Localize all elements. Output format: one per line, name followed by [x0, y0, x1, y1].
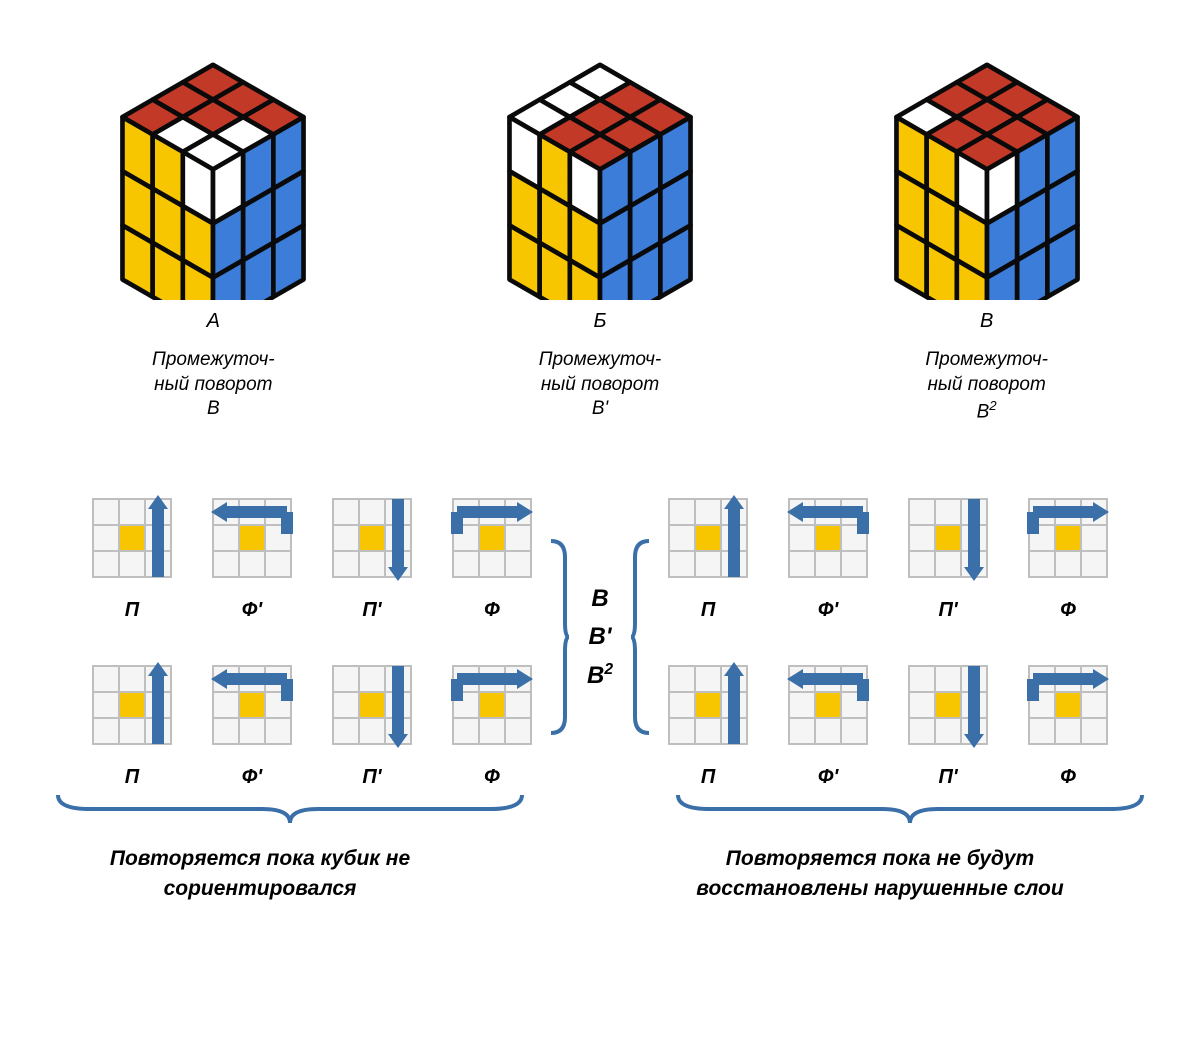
move-label: Ф' — [818, 599, 838, 622]
brace-right-icon — [670, 789, 1150, 829]
move-cell: П' — [903, 652, 993, 789]
move-cell: П — [663, 652, 753, 789]
bracket-left-icon — [547, 537, 569, 737]
footer-col-right: Повторяется пока не будут восстановлены … — [670, 789, 1150, 903]
footer-caption-left: Повторяется пока кубик не сориентировалс… — [50, 844, 470, 903]
cube-caption: Промежуточ-ный поворотВ — [152, 348, 275, 422]
move-cell: Ф — [447, 485, 537, 622]
move-cell: Ф' — [783, 652, 873, 789]
move-label: П — [701, 599, 715, 622]
cube-col-0: А Промежуточ-ный поворотВ — [53, 20, 373, 425]
cube-caption: Промежуточ-ный поворотВ2 — [925, 348, 1048, 425]
move-cell: Ф' — [207, 652, 297, 789]
cube-label: Б — [593, 310, 606, 333]
move-cell: П' — [327, 485, 417, 622]
cube-label: В — [980, 310, 993, 333]
moves-row: П Ф' П' Ф — [87, 652, 537, 789]
moves-block-left: П Ф' П' Ф П Ф' П' Ф — [87, 485, 537, 789]
move-cell: Ф — [1023, 652, 1113, 789]
move-cell: Ф' — [207, 485, 297, 622]
cubes-row: А Промежуточ-ный поворотВ Б Промежуточ-ный … — [20, 20, 1180, 425]
moves-row: П Ф' П' Ф — [87, 485, 537, 622]
cube-col-1: Б Промежуточ-ный поворотВ' — [440, 20, 760, 425]
move-label: Ф — [484, 766, 500, 789]
move-cell: Ф — [1023, 485, 1113, 622]
move-cell: П — [663, 485, 753, 622]
footer-caption-right: Повторяется пока не будут восстановлены … — [670, 844, 1090, 903]
center-notation: ВВ'В2 — [579, 580, 621, 695]
move-label: Ф — [1060, 599, 1076, 622]
moves-row: П Ф' П' Ф — [663, 652, 1113, 789]
cube-col-2: В Промежуточ-ный поворотВ2 — [827, 20, 1147, 425]
move-label: Ф' — [242, 766, 262, 789]
bracket-right-icon — [631, 537, 653, 737]
moves-section: П Ф' П' Ф П Ф' П' Ф ВВ'В2 П Ф' П' Ф П Ф' П' Ф — [20, 485, 1180, 789]
move-cell: П — [87, 485, 177, 622]
move-label: П' — [362, 766, 381, 789]
cube-caption: Промежуточ-ный поворотВ' — [539, 348, 662, 422]
move-label: П' — [362, 599, 381, 622]
footer-col-left: Повторяется пока кубик не сориентировалс… — [50, 789, 530, 903]
move-label: П — [125, 766, 139, 789]
move-label: П' — [938, 599, 957, 622]
move-label: П — [125, 599, 139, 622]
move-label: П' — [938, 766, 957, 789]
move-cell: Ф' — [783, 485, 873, 622]
move-label: Ф' — [242, 599, 262, 622]
move-cell: П — [87, 652, 177, 789]
move-label: Ф' — [818, 766, 838, 789]
move-label: П — [701, 766, 715, 789]
move-cell: П' — [903, 485, 993, 622]
moves-block-right: П Ф' П' Ф П Ф' П' Ф — [663, 485, 1113, 789]
brace-left-icon — [50, 789, 530, 829]
moves-row: П Ф' П' Ф — [663, 485, 1113, 622]
move-cell: П' — [327, 652, 417, 789]
cube-label: А — [207, 310, 220, 333]
move-cell: Ф — [447, 652, 537, 789]
move-label: Ф — [484, 599, 500, 622]
move-label: Ф — [1060, 766, 1076, 789]
footer-row: Повторяется пока кубик не сориентировалс… — [20, 789, 1180, 903]
